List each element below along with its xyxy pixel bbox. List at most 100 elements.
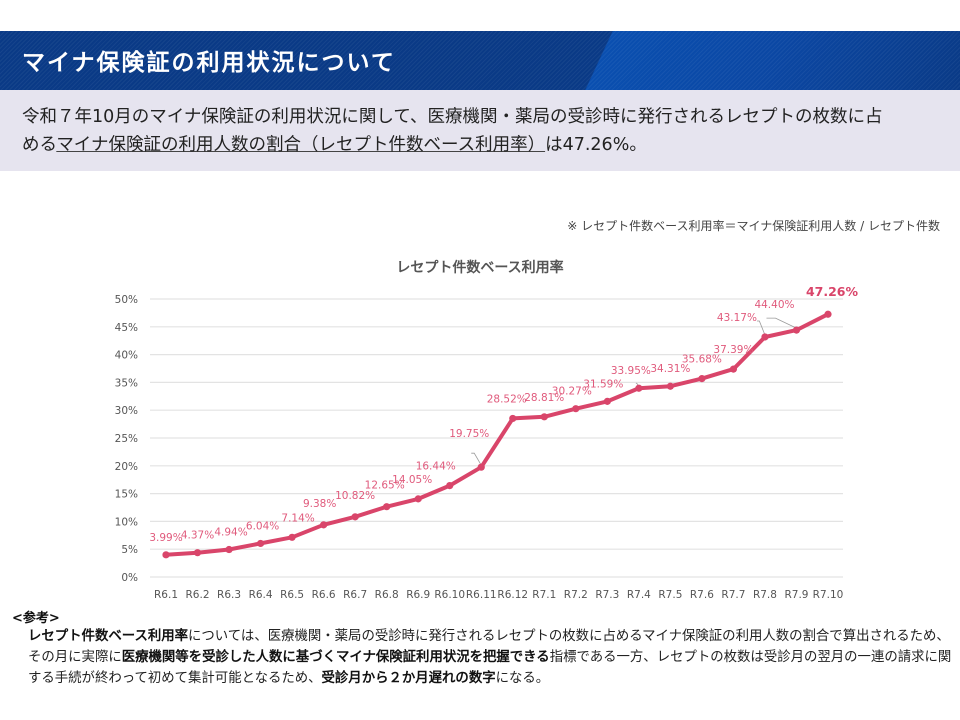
chart-title: レセプト件数ベース利用率 xyxy=(396,259,563,276)
data-point xyxy=(477,463,485,471)
data-label: 14.05% xyxy=(392,474,432,486)
data-label: 10.82% xyxy=(335,490,375,502)
summary-prefix: める xyxy=(22,135,57,155)
x-tick-label: R6.11 xyxy=(466,589,497,601)
summary-underlined-term: マイナ保険証の利用人数の割合（レセプト件数ベース利用率） xyxy=(56,135,546,155)
summary-line-1: 令和７年10月のマイナ保険証の利用状況に関して、医療機関・薬局の受診時に発行され… xyxy=(22,107,883,127)
x-tick-label: R7.8 xyxy=(753,589,777,601)
data-label: 43.17% xyxy=(717,312,757,324)
data-label: 4.37% xyxy=(181,530,214,542)
y-tick-label: 45% xyxy=(115,322,138,334)
data-point xyxy=(666,382,674,390)
reference-text: 指標である一方、レセプトの枚数は受診月の翌月の一連の請求に関 xyxy=(549,650,952,665)
x-tick-label: R6.3 xyxy=(217,589,241,601)
reference-term: レセプト件数ベース利用率 xyxy=(28,629,189,644)
data-point xyxy=(540,413,548,421)
reference-heading: <参考> xyxy=(12,611,60,626)
x-tick-label: R6.2 xyxy=(186,589,210,601)
summary-text: 令和７年10月のマイナ保険証の利用状況に関して、医療機関・薬局の受診時に発行され… xyxy=(22,103,952,159)
data-point xyxy=(509,414,517,423)
summary-box: 令和７年10月のマイナ保険証の利用状況に関して、医療機関・薬局の受診時に発行され… xyxy=(0,90,960,171)
x-tick-label: R6.9 xyxy=(406,589,430,601)
x-tick-label: R7.3 xyxy=(595,589,619,601)
data-point xyxy=(288,533,296,541)
reference-text: する手続が終わって初めて集計可能となるため、 xyxy=(28,671,322,686)
x-tick-label: R7.5 xyxy=(658,589,682,601)
data-point xyxy=(162,551,170,559)
data-point xyxy=(792,326,801,334)
data-point xyxy=(572,405,580,413)
x-tick-label: R7.7 xyxy=(721,589,745,601)
data-label: 44.40% xyxy=(754,299,794,311)
data-label: 37.39% xyxy=(713,344,753,356)
reference-emphasis: 受診月から２か月遅れの数字 xyxy=(321,671,496,686)
summary-value: は47.26%。 xyxy=(545,135,647,155)
data-point xyxy=(635,384,643,392)
data-label: 34.31% xyxy=(650,363,690,375)
data-point xyxy=(824,310,832,318)
data-point xyxy=(603,397,611,405)
data-point xyxy=(383,503,391,511)
data-label: 4.94% xyxy=(214,527,247,539)
data-point xyxy=(446,481,454,490)
y-tick-label: 15% xyxy=(115,489,138,501)
reference-text: になる。 xyxy=(495,671,550,686)
x-tick-label: R7.4 xyxy=(627,589,651,601)
x-tick-label: R6.12 xyxy=(497,589,528,601)
data-label: 6.04% xyxy=(246,520,279,532)
y-tick-label: 30% xyxy=(115,405,138,417)
series-line xyxy=(164,312,830,557)
reference-text: については、医療機関・薬局の受診時に発行されるレセプトの枚数に占めるマイナ保険証… xyxy=(188,629,950,644)
data-point xyxy=(351,513,359,521)
page-title: マイナ保険証の利用状況について xyxy=(22,50,396,76)
y-tick-label: 5% xyxy=(121,544,138,556)
x-tick-label: R7.2 xyxy=(564,589,588,601)
summary-line-2: めるマイナ保険証の利用人数の割合（レセプト件数ベース利用率）は47.26%。 xyxy=(22,131,952,159)
data-point xyxy=(256,539,265,548)
x-tick-label: R7.6 xyxy=(690,589,714,601)
data-label: 31.59% xyxy=(583,378,623,390)
data-point xyxy=(320,521,328,529)
data-label: 7.14% xyxy=(281,512,314,524)
y-tick-label: 50% xyxy=(115,294,138,306)
data-label: 9.38% xyxy=(303,498,336,510)
reference-line-3: する手続が終わって初めて集計可能となるため、受診月から２か月遅れの数字になる。 xyxy=(28,668,958,689)
header-bar: マイナ保険証の利用状況について xyxy=(0,31,960,90)
data-point xyxy=(729,365,738,373)
data-point xyxy=(698,375,706,383)
data-label: 19.75% xyxy=(449,428,489,440)
y-tick-label: 35% xyxy=(115,377,138,389)
x-tick-label: R6.1 xyxy=(154,589,178,601)
data-label: 28.81% xyxy=(524,392,564,404)
label-leader-line xyxy=(766,317,797,329)
line-chart: レセプト件数ベース利用率 0% 5% 10% 15% 20% 25% 30% 35% 40% 45… xyxy=(115,259,859,601)
formula-note: ※ レセプト件数ベース利用率＝マイナ保険証利用人数 / レセプト件数 xyxy=(567,219,940,233)
data-point xyxy=(193,549,202,557)
data-label: 16.44% xyxy=(416,461,456,473)
x-tick-label: R6.4 xyxy=(249,589,273,601)
y-tick-label: 25% xyxy=(115,433,138,445)
data-point xyxy=(761,333,769,341)
data-label: 35.68% xyxy=(682,354,722,366)
reference-line-1: レセプト件数ベース利用率については、医療機関・薬局の受診時に発行されるレセプトの… xyxy=(28,626,958,647)
y-tick-label: 0% xyxy=(121,572,138,584)
data-point xyxy=(414,495,422,503)
x-tick-label: R6.6 xyxy=(312,589,336,601)
label-leader-line xyxy=(471,452,482,466)
data-label: 30.27% xyxy=(552,386,592,398)
data-label: 28.52% xyxy=(487,393,527,405)
data-label: 3.99% xyxy=(149,532,182,544)
x-tick-label: R7.1 xyxy=(532,589,556,601)
y-tick-label: 40% xyxy=(115,350,138,362)
y-tick-label: 20% xyxy=(115,461,138,473)
reference-text: その月に実際に xyxy=(28,650,122,665)
y-tick-label: 10% xyxy=(115,516,138,528)
x-tick-label: R6.5 xyxy=(280,589,304,601)
data-label: 33.95% xyxy=(611,365,651,377)
x-tick-label: R7.10 xyxy=(813,589,844,601)
data-label: 12.65% xyxy=(365,480,405,492)
x-tick-label: R6.7 xyxy=(343,589,367,601)
x-tick-label: R7.9 xyxy=(784,589,808,601)
highlighted-data-label: 47.26% xyxy=(806,284,859,299)
reference-body: レセプト件数ベース利用率については、医療機関・薬局の受診時に発行されるレセプトの… xyxy=(28,626,958,689)
